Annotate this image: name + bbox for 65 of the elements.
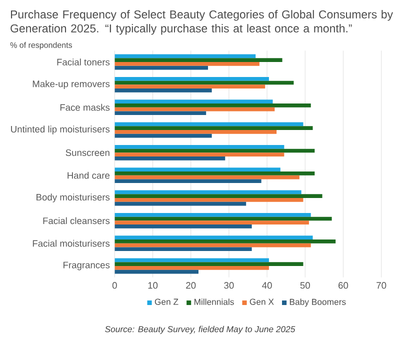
legend-label: Millennials (194, 298, 234, 305)
bar (114, 239, 336, 244)
bar (114, 179, 262, 184)
x-tick-label: 30 (224, 282, 234, 289)
bar (114, 156, 226, 160)
bar (114, 126, 313, 130)
legend-label: Gen Z (154, 298, 178, 305)
bar (114, 134, 212, 138)
y-tick-label: Untinted lip moisturisers (11, 126, 110, 134)
bar (114, 58, 282, 62)
bar (114, 175, 300, 180)
bar (114, 76, 269, 81)
bar (114, 171, 315, 176)
bar (114, 130, 277, 134)
bar (114, 168, 280, 172)
bar (114, 144, 284, 149)
x-tick-label: 70 (376, 282, 386, 289)
bar (114, 152, 284, 157)
bar (114, 258, 269, 262)
bar (114, 84, 266, 89)
bar (114, 236, 313, 240)
y-tick-label: Facial moisturisers (32, 240, 110, 247)
chart-title: Purchase Frequency of Select Beauty Categories of Global Consumers by Generation 2025. “I typically purchase this at least once a month.” (10, 10, 394, 35)
legend-label: Baby Boomers (290, 298, 346, 307)
bar (114, 190, 302, 194)
y-tick-label: Facial cleansers (43, 217, 110, 224)
bar (114, 216, 332, 221)
bar (114, 270, 198, 274)
y-tick-label: Sunscreen (66, 149, 110, 156)
bar (114, 220, 309, 225)
y-tick-label: Body moisturisers (36, 194, 110, 202)
y-tick-label: Make-up removers (32, 80, 110, 90)
bar (114, 243, 311, 248)
bar (114, 122, 304, 126)
x-tick-label: 0 (112, 282, 117, 289)
y-tick-label: Facial toners (57, 58, 110, 66)
bar (114, 212, 311, 217)
bar (114, 194, 322, 198)
bar (114, 247, 252, 252)
bar (114, 107, 275, 112)
text: % of respondents (10, 42, 72, 50)
bar (114, 66, 208, 70)
x-tick-label: 10 (148, 282, 158, 289)
x-tick-label: 20 (186, 282, 196, 289)
y-tick-label: Fragrances (64, 262, 110, 270)
bar (114, 80, 294, 85)
legend-label: Gen X (250, 298, 274, 305)
bar (114, 148, 315, 153)
bar (114, 224, 252, 228)
source-note: Source: Beauty Survey, fielded May to June 2025 (105, 326, 296, 334)
bar (114, 54, 256, 58)
x-tick-label: 60 (338, 282, 348, 289)
bar (114, 103, 311, 108)
x-tick-label: 50 (300, 282, 310, 289)
bar (114, 202, 246, 206)
bar (114, 262, 304, 266)
x-tick-label: 40 (262, 282, 272, 289)
bar (114, 100, 273, 104)
bar (114, 88, 212, 92)
y-tick-label: Hand care (68, 172, 110, 179)
bar (114, 111, 206, 116)
y-tick-label: Face masks (60, 104, 110, 111)
bar (114, 62, 260, 66)
bar (114, 198, 304, 202)
bar (114, 266, 269, 270)
